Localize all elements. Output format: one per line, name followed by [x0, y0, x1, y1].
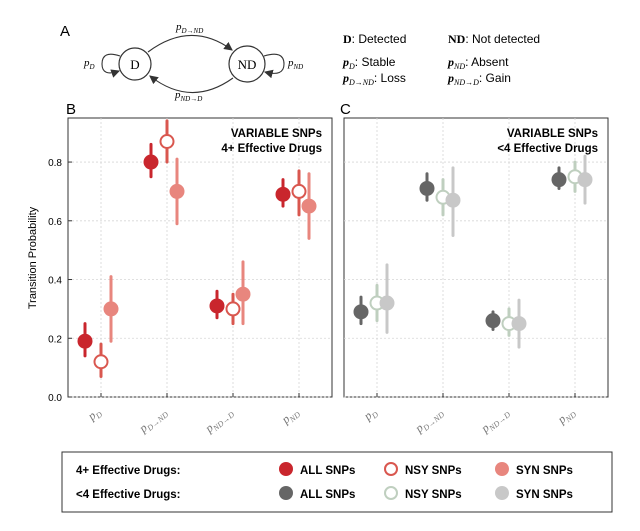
x-tick-label: pD [84, 404, 104, 425]
gridlines-c [344, 118, 608, 398]
panel-c-label: C [340, 101, 351, 118]
arrow-top-label: pD→ND [175, 21, 203, 35]
state-nd-node [228, 45, 266, 83]
loop-d [101, 53, 121, 78]
arrow-nd-to-d [149, 75, 234, 94]
panel-b-label: B [66, 101, 76, 118]
data-point [485, 313, 501, 329]
panel-a-label: A [60, 23, 70, 40]
data-point [159, 133, 175, 149]
x-tick-label: pND [278, 404, 302, 428]
data-point [225, 301, 241, 317]
x-tick-label: pND [554, 404, 578, 428]
data-point [301, 198, 317, 214]
x-ticks-b: pD pD→ND pND→D pND [84, 393, 302, 437]
plot-frame-b [67, 117, 333, 398]
legend-row1-syn: SYN SNPs [516, 465, 573, 477]
key-pd: pD: Stable [342, 55, 396, 71]
data-point [275, 186, 291, 202]
legend-row2-syn: SYN SNPs [516, 489, 573, 501]
x-ticks-c: pD pD→ND pND→D pND [360, 393, 578, 437]
data-point [209, 298, 225, 314]
data-point [235, 286, 251, 302]
y-tick-label: 0.8 [48, 158, 62, 169]
y-tick-label: 0.0 [48, 393, 62, 404]
data-point [511, 316, 527, 332]
arrow-d-to-nd [147, 34, 233, 53]
panel-c: C pD pD→ND pND→D pND VARIABLE SNPs <4 Effec… [340, 101, 609, 437]
data-point [551, 172, 567, 188]
key-pdnd: pD→ND: Loss [342, 71, 406, 87]
data-point [353, 304, 369, 320]
data-point [93, 354, 109, 370]
x-tick-label: pND→D [201, 404, 236, 437]
legend-row1-label: 4+ Effective Drugs: [76, 465, 181, 477]
y-tick-label: 0.2 [48, 334, 62, 345]
state-nd-label: ND [238, 57, 257, 72]
loop-left-label: pD [83, 57, 95, 71]
loop-right-label: pND [287, 57, 303, 71]
state-d-node [118, 47, 152, 81]
arrow-bottom-label: pND→D [174, 89, 202, 103]
data-point [77, 333, 93, 349]
plot-frame-c [343, 117, 609, 398]
annotation-c-line2: <4 Effective Drugs [497, 143, 598, 155]
y-axis-label: Transition Probability [27, 206, 39, 309]
legend-row2-all: ALL SNPs [300, 489, 355, 501]
legend-marker-red-nsy [384, 462, 398, 476]
panel-a: A D ND pD→ND pND→D pD pND D: Detected ND… [60, 21, 540, 103]
legend-row1-all: ALL SNPs [300, 465, 355, 477]
data-point [169, 183, 185, 199]
y-tick-label: 0.6 [48, 217, 62, 228]
x-tick-label: pND→D [477, 404, 512, 437]
marks-c [353, 154, 593, 349]
key-nd: ND: Not detected [448, 32, 540, 46]
legend-row2-nsy: NSY SNPs [405, 489, 462, 501]
legend-marker-grey-nsy [384, 486, 398, 500]
key-pndd: pND→D: Gain [447, 71, 511, 87]
key-pnd: pND: Absent [447, 55, 509, 71]
legend-marker-red-syn [495, 462, 509, 476]
x-tick-label: pD→ND [411, 404, 446, 437]
state-d-label: D [130, 57, 139, 72]
data-point [143, 154, 159, 170]
x-tick-label: pD [360, 404, 380, 425]
data-point [103, 301, 119, 317]
data-point [577, 172, 593, 188]
legend-marker-grey-syn [495, 486, 509, 500]
legend-row1-nsy: NSY SNPs [405, 465, 462, 477]
data-point [291, 183, 307, 199]
data-point [419, 180, 435, 196]
x-tick-label: pD→ND [135, 404, 170, 437]
panel-b: B 0.0 0.2 0.4 0.6 0.8 pD pD→ND pND→D pND VARIAB… [48, 101, 333, 437]
legend-marker-red-all [279, 462, 293, 476]
data-point [445, 192, 461, 208]
y-ticks-b: 0.0 0.2 0.4 0.6 0.8 [48, 158, 72, 404]
annotation-b-line1: VARIABLE SNPs [231, 128, 322, 140]
y-tick-label: 0.4 [48, 276, 62, 287]
loop-nd [263, 53, 285, 79]
key-d: D: Detected [343, 32, 406, 46]
annotation-c-line1: VARIABLE SNPs [507, 128, 598, 140]
legend-row2-label: <4 Effective Drugs: [76, 489, 181, 501]
marks-b [77, 119, 317, 378]
legend-marker-grey-all [279, 486, 293, 500]
data-point [379, 295, 395, 311]
legend: 4+ Effective Drugs: <4 Effective Drugs: … [61, 451, 613, 513]
legend-box [61, 451, 613, 513]
annotation-b-line2: 4+ Effective Drugs [221, 143, 322, 155]
